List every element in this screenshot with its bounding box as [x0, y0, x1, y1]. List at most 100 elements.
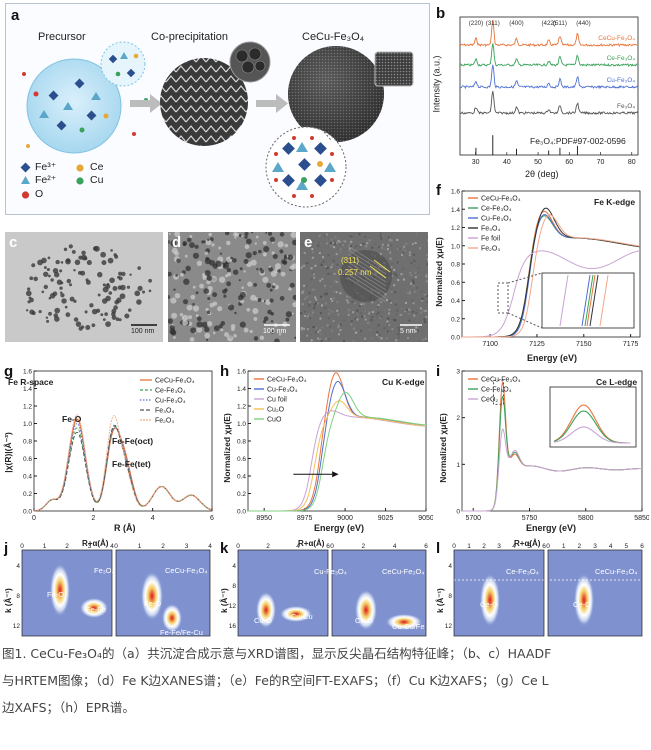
noise-pixel [427, 301, 428, 304]
wt-l-left-label: Ce-Fe₃O₄ [506, 567, 539, 576]
wt-frame [237, 549, 329, 637]
ce-ledge-frame [461, 370, 643, 512]
noise-pixel [344, 256, 347, 259]
noise-pixel [371, 246, 374, 249]
nanoparticle [226, 240, 231, 246]
nanoparticle [68, 283, 73, 287]
nanoparticle [196, 326, 203, 333]
crystal-octahedra [282, 142, 327, 187]
noise-pixel [326, 242, 329, 245]
nanoparticle [243, 327, 249, 333]
fe-kedge-inset-line [586, 274, 596, 327]
noise-pixel [371, 316, 374, 319]
fe-rspace-legend-label: Cu-Fe₃O₄ [155, 398, 186, 405]
noise-pixel [332, 241, 335, 244]
nanoparticle [274, 263, 282, 270]
nanoparticle [245, 252, 252, 259]
wt-xtick-label: 6 [424, 543, 428, 550]
wt-ytick-label: 12 [229, 603, 237, 610]
nanoparticle [91, 323, 96, 328]
fe-kedge-inset-line [581, 274, 591, 327]
noise-pixel [388, 308, 391, 311]
noise-pixel [418, 257, 421, 260]
wt-blob [574, 574, 594, 626]
noise-pixel [391, 328, 394, 331]
noise-pixel [318, 252, 321, 255]
nanoparticle [218, 246, 222, 250]
wt-frame [21, 549, 113, 637]
noise-pixel [302, 290, 305, 293]
wt-ytick-label: 4 [16, 563, 20, 570]
noise-pixel [322, 297, 325, 300]
nanoparticle [55, 259, 60, 265]
ce-ledge-ytick-label: 3 [456, 369, 460, 376]
noise-pixel [303, 251, 306, 254]
nanoparticle [173, 336, 176, 339]
noise-pixel [379, 253, 382, 256]
noise-pixel [304, 310, 307, 313]
fe-rspace-xtick-label: 2 [91, 515, 95, 522]
coprecip-cluster [160, 58, 248, 146]
panel-d-letter: d [172, 234, 182, 251]
noise-pixel [305, 276, 308, 279]
nanoparticle [41, 290, 45, 294]
nanoparticle [253, 336, 259, 341]
wt-xtick-label: 2 [482, 543, 486, 550]
wt-frame [331, 549, 427, 637]
cu-kedge-xtick-label: 9000 [337, 515, 353, 522]
nanoparticle [285, 311, 292, 318]
fe-rspace-ylabel: |χ(R)|(Å⁻³) [2, 432, 13, 473]
noise-pixel [402, 278, 405, 281]
ce-ledge-chart: 5700 5750 5800 5850 0 1 2 3 CeCu-Fe₃O₄ Ce-Fe₃O₄ Ce… [456, 369, 649, 523]
nanoparticle [95, 308, 101, 313]
nanoparticle [278, 333, 282, 336]
noise-pixel [373, 312, 376, 315]
noise-pixel [338, 240, 341, 243]
xrd-series-label: CeCu-Fe₃O₄ [598, 35, 635, 42]
wt-j-left-label: Fe₃O₄ [94, 566, 115, 575]
noise-pixel [414, 276, 417, 279]
nanoparticle [29, 276, 34, 281]
wt-blob [80, 598, 108, 618]
nanoparticle [246, 307, 251, 312]
noise-pixel [346, 315, 349, 318]
noise-pixel [418, 247, 421, 250]
nanoparticle [25, 290, 32, 297]
ann-fe-fe-tet: Fe-Fe(tet) [112, 459, 151, 469]
noise-pixel [314, 264, 317, 267]
fe-rspace-ytick-label: 0.4 [23, 474, 32, 481]
nanoparticle [237, 294, 244, 301]
fe-kedge-ytick-label: 0.0 [451, 335, 460, 342]
noise-pixel [309, 300, 312, 303]
noise-pixel [419, 285, 422, 288]
noise-pixel [328, 325, 331, 328]
noise-pixel [389, 300, 392, 303]
noise-pixel [411, 243, 414, 246]
nanoparticle [102, 318, 106, 322]
noise-pixel [379, 316, 382, 319]
noise-pixel [301, 291, 304, 294]
panel-d: d 100 nm [168, 232, 296, 342]
nanoparticle [54, 272, 60, 278]
ce-ledge-ylabel: Normalized χμ(E) [437, 413, 448, 483]
noise-pixel [338, 298, 341, 301]
noise-pixel [337, 313, 340, 316]
noise-pixel [361, 315, 364, 318]
nanoparticle [251, 232, 254, 234]
nanoparticle [105, 321, 111, 328]
noise-pixel [333, 246, 336, 249]
noise-pixel [327, 254, 330, 257]
nanoparticle [207, 297, 211, 301]
nanoparticle [203, 288, 210, 294]
nanoparticle [46, 267, 50, 272]
fe-rspace-legend-label: Fe₃O₄ [155, 408, 174, 415]
nanoparticle [279, 296, 285, 301]
nanoparticle [224, 232, 230, 236]
nanoparticle [272, 282, 276, 286]
noise-pixel [402, 251, 405, 254]
noise-pixel [382, 235, 385, 238]
noise-pixel [349, 295, 352, 298]
noise-pixel [303, 284, 306, 287]
noise-pixel [413, 290, 416, 293]
nanoparticle [190, 327, 197, 334]
